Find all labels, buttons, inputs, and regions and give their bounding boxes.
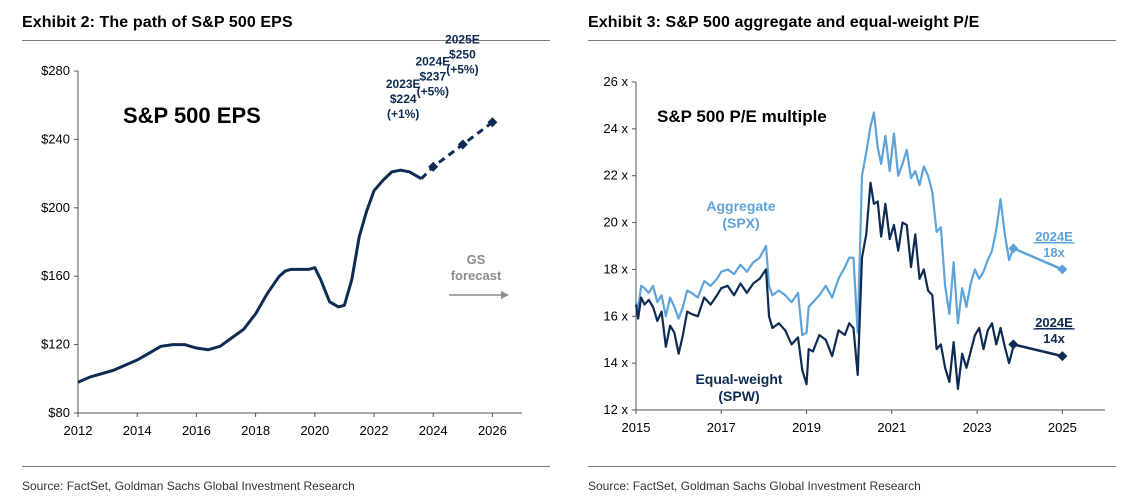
- eps-x-tick-label: 2024: [419, 423, 448, 438]
- eps-y-tick-label: $80: [48, 405, 70, 420]
- pe-x-tick-label: 2019: [792, 420, 821, 435]
- eps-y-tick-label: $240: [41, 131, 70, 146]
- pe-aggregate-forecast-value-label: 18x: [1043, 245, 1065, 260]
- eps-annotation-value: $224: [390, 92, 417, 106]
- pe-equal-weight-forecast-start-marker: [1008, 339, 1019, 350]
- gs-forecast-arrow-head: [501, 291, 509, 299]
- pe-aggregate-label-line2: (SPX): [722, 215, 759, 231]
- pe-x-tick-label: 2021: [877, 420, 906, 435]
- eps-annotation-year: 2025E: [445, 32, 480, 46]
- pe-aggregate-forecast-start-marker: [1008, 243, 1019, 254]
- eps-forecast-marker: [457, 139, 468, 150]
- pe-x-tick-label: 2023: [963, 420, 992, 435]
- pe-y-tick-label: 24 x: [603, 121, 628, 136]
- pe-equal-weight-line: [634, 181, 1015, 391]
- pe-y-tick-label: 20 x: [603, 215, 628, 230]
- eps-y-tick-label: $200: [41, 200, 70, 215]
- eps-annotation-growth: (+1%): [387, 107, 419, 121]
- pe-aggregate-forecast-line: [1012, 247, 1063, 271]
- eps-x-tick-label: 2012: [64, 423, 93, 438]
- pe-equal-weight-label-line1: Equal-weight: [695, 371, 782, 387]
- eps-chart-inner-title: S&P 500 EPS: [123, 103, 261, 128]
- pe-y-tick-label: 18 x: [603, 261, 628, 276]
- eps-x-tick-label: 2014: [123, 423, 152, 438]
- exhibit-2-title-rule: [22, 40, 550, 41]
- exhibit-2-title: Exhibit 2: The path of S&P 500 EPS: [22, 14, 293, 31]
- eps-forecast-marker: [428, 161, 439, 172]
- pe-equal-weight-forecast-year-label: 2024E: [1035, 315, 1073, 330]
- gs-forecast-label-line2: forecast: [451, 268, 502, 283]
- pe-y-tick-label: 26 x: [603, 74, 628, 89]
- eps-annotation-year: 2023E: [386, 77, 421, 91]
- eps-forecast-marker: [487, 117, 498, 128]
- eps-annotation-growth: (+5%): [417, 85, 449, 99]
- pe-y-tick-label: 22 x: [603, 168, 628, 183]
- pe-y-tick-label: 14 x: [603, 355, 628, 370]
- eps-x-tick-label: 2022: [360, 423, 389, 438]
- eps-y-tick-label: $280: [41, 63, 70, 78]
- pe-aggregate-forecast-end-marker: [1057, 264, 1068, 275]
- exhibit-2-source: Source: FactSet, Goldman Sachs Global In…: [22, 479, 355, 493]
- pe-x-tick-label: 2017: [707, 420, 736, 435]
- eps-x-tick-label: 2018: [241, 423, 270, 438]
- pe-y-tick-label: 12 x: [603, 402, 628, 417]
- pe-x-tick-label: 2015: [622, 420, 651, 435]
- exhibit-3-title: Exhibit 3: S&P 500 aggregate and equal-w…: [588, 14, 980, 31]
- eps-annotation-year: 2024E: [415, 55, 450, 69]
- pe-aggregate-forecast-year-label: 2024E: [1035, 229, 1073, 244]
- exhibit-3-source-rule: [588, 466, 1116, 467]
- eps-forecast-line: [420, 121, 494, 180]
- eps-x-tick-label: 2026: [478, 423, 507, 438]
- gs-forecast-label-line1: GS: [467, 252, 486, 267]
- eps-annotation-value: $237: [419, 70, 446, 84]
- pe-y-tick-label: 16 x: [603, 308, 628, 323]
- exhibit-3-source: Source: FactSet, Goldman Sachs Global In…: [588, 479, 921, 493]
- exhibit-2-source-rule: [22, 466, 550, 467]
- pe-equal-weight-label-line2: (SPW): [718, 388, 759, 404]
- pe-equal-weight-forecast-end-marker: [1057, 351, 1068, 362]
- pe-aggregate-line: [634, 111, 1015, 337]
- eps-annotation-growth: (+5%): [446, 62, 478, 76]
- exhibit-3-title-rule: [588, 40, 1116, 41]
- eps-x-tick-label: 2016: [182, 423, 211, 438]
- eps-y-tick-label: $160: [41, 268, 70, 283]
- pe-x-tick-label: 2025: [1048, 420, 1077, 435]
- pe-equal-weight-forecast-value-label: 14x: [1043, 331, 1065, 346]
- eps-x-tick-label: 2020: [300, 423, 329, 438]
- pe-equal-weight-forecast-line: [1013, 343, 1063, 358]
- eps-annotation-value: $250: [449, 47, 476, 61]
- eps-y-tick-label: $120: [41, 337, 70, 352]
- pe-aggregate-label-line1: Aggregate: [706, 198, 775, 214]
- pe-chart-inner-title: S&P 500 P/E multiple: [657, 107, 827, 126]
- eps-actual-line: [77, 168, 423, 384]
